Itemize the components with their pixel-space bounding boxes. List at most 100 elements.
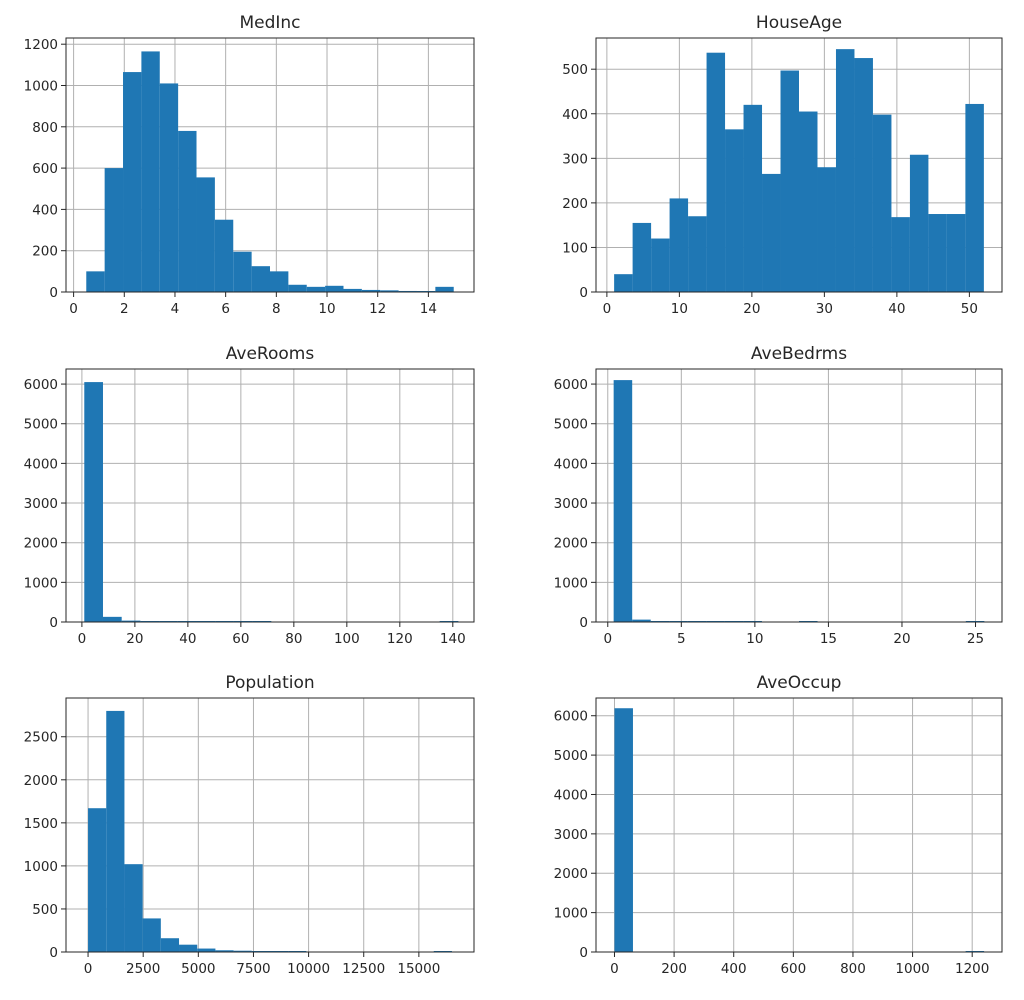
subplot-title: MedInc bbox=[239, 13, 300, 33]
x-tick-label: 15 bbox=[820, 631, 837, 647]
x-tick-label: 12500 bbox=[342, 961, 385, 977]
y-tick-label: 800 bbox=[32, 120, 58, 136]
histogram-bar bbox=[343, 288, 362, 292]
gridlines bbox=[66, 369, 474, 623]
histogram-bar bbox=[214, 219, 234, 292]
histogram-bar bbox=[179, 944, 198, 952]
x-tick-label: 60 bbox=[232, 631, 249, 647]
histogram-bar bbox=[614, 274, 633, 292]
y-tick-label: 1500 bbox=[24, 816, 58, 832]
histogram-aveoccup: AveOccup 0 200 400 600 800 1000 1200 0 1000 2000 30… bbox=[510, 660, 1024, 1000]
x-tick-label: 0 bbox=[603, 631, 612, 647]
histogram-bar bbox=[233, 950, 252, 952]
histogram-bar bbox=[102, 616, 122, 622]
histogram-bar bbox=[124, 864, 143, 952]
y-tick-label: 3000 bbox=[24, 496, 58, 512]
histogram-bar bbox=[233, 251, 252, 292]
histogram-bar bbox=[196, 177, 215, 292]
histogram-bar bbox=[141, 51, 160, 293]
y-tick-label: 5000 bbox=[24, 417, 58, 433]
x-tick-label: 50 bbox=[961, 301, 978, 317]
x-tick-label: 10 bbox=[318, 301, 335, 317]
gridlines bbox=[596, 369, 1002, 623]
y-tick-label: 0 bbox=[49, 945, 58, 961]
histogram-bar bbox=[632, 619, 651, 622]
histogram-bar bbox=[688, 216, 707, 292]
histogram-bar bbox=[380, 290, 399, 292]
histogram-medinc: MedInc 0 2 4 6 8 10 12 14 0 200 400 600 800 1000 1200 bbox=[0, 0, 490, 330]
histogram-svg: MedInc 0 2 4 6 8 10 12 14 0 200 400 600 800 1000 1200 bbox=[24, 13, 475, 317]
axes-frame bbox=[595, 368, 1003, 623]
histogram-bar bbox=[725, 129, 744, 292]
x-tick-label: 1200 bbox=[955, 961, 989, 977]
histogram-bar bbox=[398, 290, 417, 292]
histogram-bar bbox=[251, 266, 270, 292]
x-tick-label: 7500 bbox=[236, 961, 270, 977]
y-tick-label: 400 bbox=[562, 107, 588, 123]
x-tick-label: 14 bbox=[420, 301, 437, 317]
subplot-title: Population bbox=[225, 673, 314, 693]
y-tick-label: 6000 bbox=[554, 709, 588, 725]
gridlines bbox=[596, 698, 1002, 953]
y-tick-label: 500 bbox=[32, 902, 58, 918]
histogram-bar bbox=[854, 58, 873, 293]
x-tick-label: 20 bbox=[743, 301, 760, 317]
histogram-bar bbox=[928, 214, 947, 292]
x-tick-label: 15000 bbox=[397, 961, 440, 977]
x-tick-label: 600 bbox=[780, 961, 806, 977]
y-tick-label: 4000 bbox=[554, 787, 588, 803]
x-tick-label: 0 bbox=[610, 961, 619, 977]
subplot-title: AveRooms bbox=[226, 344, 315, 364]
y-tick-label: 200 bbox=[32, 244, 58, 260]
subplot-title: HouseAge bbox=[756, 13, 842, 33]
y-tick-label: 3000 bbox=[554, 496, 588, 512]
axes-frame bbox=[595, 37, 1003, 293]
y-tick-label: 3000 bbox=[554, 827, 588, 843]
histogram-bar bbox=[799, 111, 818, 293]
histogram-bar bbox=[613, 380, 633, 622]
histogram-bar bbox=[159, 83, 179, 292]
axes-frame bbox=[65, 37, 475, 293]
histogram-bar bbox=[88, 808, 107, 952]
histogram-bar bbox=[780, 70, 799, 293]
histogram-bar bbox=[121, 620, 141, 622]
histogram-bars bbox=[614, 49, 984, 293]
y-tick-label: 6000 bbox=[24, 377, 58, 393]
y-tick-label: 4000 bbox=[554, 456, 588, 472]
histogram-bar bbox=[84, 382, 103, 622]
x-tick-label: 20 bbox=[893, 631, 910, 647]
histogram-svg: Population 0 2500 5000 7500 10000 12500 15000 0 5… bbox=[24, 673, 475, 977]
y-tick-label: 6000 bbox=[554, 377, 588, 393]
histogram-bar bbox=[306, 286, 326, 292]
histogram-averooms: AveRooms 0 20 40 60 80 100 120 140 0 1000 2000 3000 4… bbox=[0, 330, 490, 660]
x-tick-label: 0 bbox=[84, 961, 93, 977]
y-tick-label: 1000 bbox=[554, 906, 588, 922]
x-tick-label: 1000 bbox=[895, 961, 929, 977]
axes-frame bbox=[65, 697, 475, 953]
histogram-bar bbox=[762, 173, 781, 292]
histogram-bar bbox=[123, 72, 142, 292]
histogram-population: Population 0 2500 5000 7500 10000 12500 15000 0 5… bbox=[0, 660, 490, 1000]
y-tick-label: 5000 bbox=[554, 417, 588, 433]
y-tick-label: 2500 bbox=[24, 730, 58, 746]
histogram-bar bbox=[435, 286, 454, 292]
histogram-bar bbox=[872, 114, 892, 292]
x-tick-label: 40 bbox=[888, 301, 905, 317]
subplot-title: AveBedrms bbox=[751, 344, 847, 364]
histogram-bar bbox=[160, 938, 180, 952]
y-tick-label: 0 bbox=[49, 285, 58, 301]
x-tick-label: 4 bbox=[171, 301, 180, 317]
histogram-bar bbox=[965, 103, 984, 293]
histogram-bars bbox=[613, 380, 985, 622]
x-tick-label: 12 bbox=[369, 301, 386, 317]
y-tick-label: 500 bbox=[562, 62, 588, 78]
histogram-bar bbox=[946, 214, 966, 292]
histogram-bar bbox=[743, 104, 763, 292]
x-tick-label: 40 bbox=[179, 631, 196, 647]
histogram-bar bbox=[215, 950, 234, 952]
axes-frame bbox=[65, 368, 475, 623]
histogram-bars bbox=[614, 708, 985, 952]
histogram-bar bbox=[706, 52, 726, 292]
y-tick-label: 200 bbox=[562, 196, 588, 212]
x-tick-label: 0 bbox=[69, 301, 78, 317]
